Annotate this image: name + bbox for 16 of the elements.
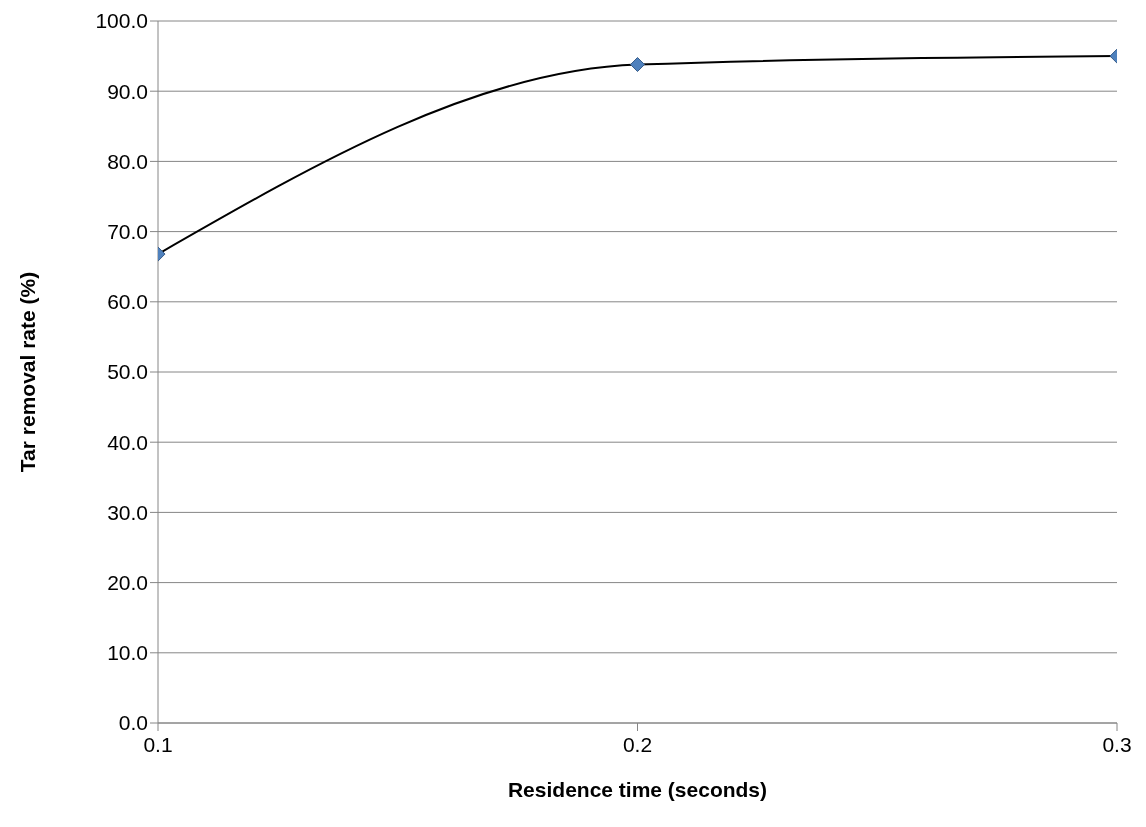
y-tick-label: 0.0 — [118, 711, 148, 735]
x-tick-label: 0.3 — [1102, 732, 1132, 756]
y-tick-label: 10.0 — [107, 641, 148, 665]
y-tick-label: 90.0 — [107, 79, 148, 103]
y-tick-label: 30.0 — [107, 500, 148, 524]
y-tick-label: 80.0 — [107, 149, 148, 173]
y-tick-label: 50.0 — [107, 360, 148, 384]
y-axis-title: Tar removal rate (%) — [16, 271, 40, 473]
y-tick-label: 20.0 — [107, 571, 148, 595]
x-tick-label: 0.2 — [622, 732, 653, 756]
x-tick-label: 0.1 — [143, 732, 173, 756]
y-tick-label: 60.0 — [107, 290, 148, 314]
x-axis-title: Residence time (seconds) — [507, 778, 768, 801]
y-tick-label: 100.0 — [95, 9, 148, 33]
y-tick-label: 40.0 — [107, 430, 148, 454]
y-tick-label: 70.0 — [107, 220, 148, 244]
